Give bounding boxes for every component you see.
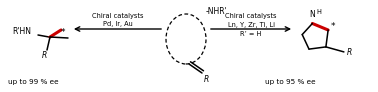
Text: H: H [316,9,321,15]
Text: *: * [61,28,65,37]
Text: up to 99 % ee: up to 99 % ee [8,79,59,85]
Text: R’ = H: R’ = H [240,31,262,37]
Text: Ln, Y, Zr, Ti, Li: Ln, Y, Zr, Ti, Li [228,22,274,28]
Text: R: R [347,48,353,57]
Text: up to 95 % ee: up to 95 % ee [265,79,316,85]
Text: R: R [203,76,209,84]
Text: N: N [310,10,315,19]
Text: R'HN: R'HN [12,28,31,37]
Text: Chiral catalysts: Chiral catalysts [92,13,143,19]
Text: R: R [41,52,46,61]
Text: -NHR': -NHR' [206,7,228,15]
Text: Chiral catalysts: Chiral catalysts [225,13,277,19]
Text: *: * [331,23,335,31]
Text: Pd, Ir, Au: Pd, Ir, Au [102,21,132,27]
